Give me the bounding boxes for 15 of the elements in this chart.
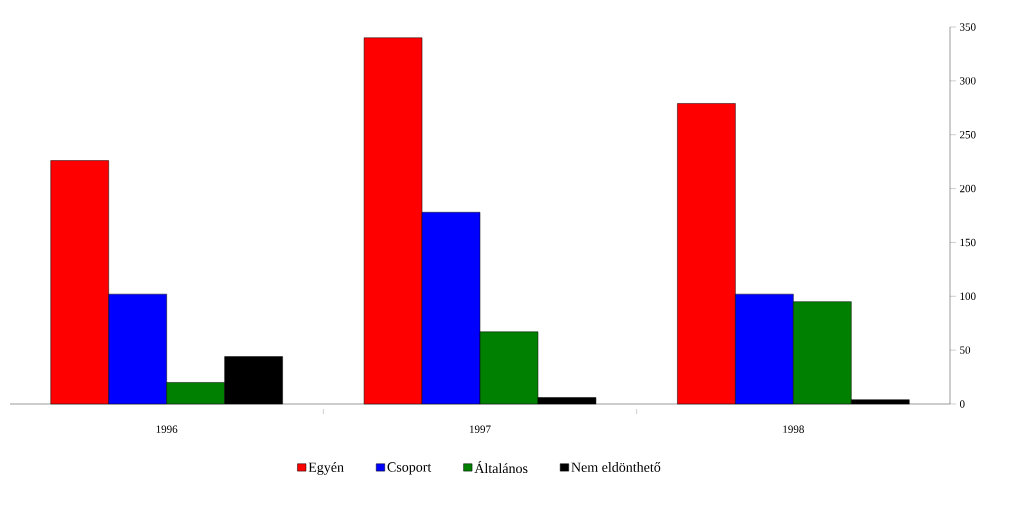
y-tick-label: 250	[960, 131, 976, 139]
y-tick-label: 200	[960, 184, 976, 193]
x-tick-label: 1998	[783, 425, 804, 433]
y-tick-label: 50	[960, 346, 971, 354]
legend-label: Általános	[474, 460, 528, 474]
legend-label: Csoport	[387, 462, 432, 475]
legend-label: Nem eldönthető	[571, 462, 661, 472]
y-tick-label: 100	[960, 292, 976, 300]
x-tick-label: 1996	[156, 425, 178, 433]
x-tick-label: 1997	[469, 425, 491, 433]
y-tick-label: 350	[960, 23, 976, 31]
legend-label: Egyén	[308, 462, 344, 475]
y-tick-label: 300	[960, 77, 976, 85]
y-tick-label: 0	[959, 400, 965, 408]
y-tick-label: 150	[960, 238, 976, 247]
